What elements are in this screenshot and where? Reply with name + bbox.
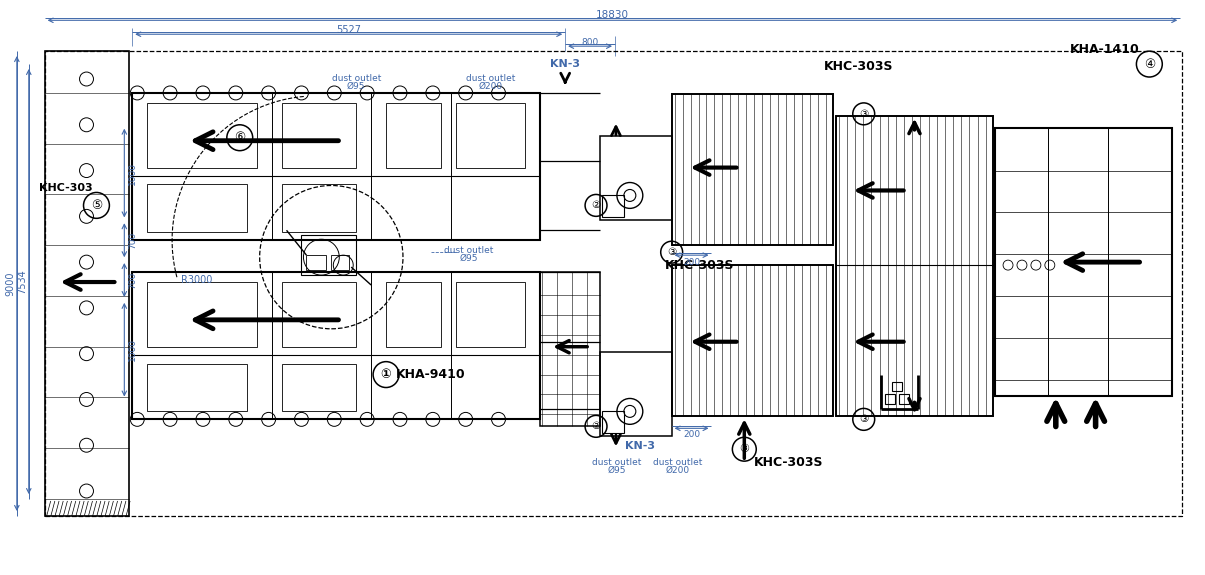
Bar — [133, 272, 540, 419]
Bar — [455, 103, 525, 167]
Text: ⑥: ⑥ — [234, 131, 246, 144]
Text: 700: 700 — [128, 232, 137, 249]
Bar — [147, 103, 257, 167]
Bar — [386, 282, 441, 347]
Text: 9000: 9000 — [5, 271, 14, 296]
Text: dust outlet: dust outlet — [466, 74, 516, 83]
Text: KHC-303S: KHC-303S — [665, 259, 734, 271]
Bar — [301, 235, 357, 275]
Text: dust outlet: dust outlet — [592, 458, 641, 467]
Text: dust outlet: dust outlet — [331, 74, 381, 83]
Text: KN-3: KN-3 — [551, 59, 580, 69]
Text: 1000: 1000 — [128, 162, 137, 185]
Bar — [147, 282, 257, 347]
Bar — [600, 352, 671, 436]
Bar — [282, 363, 357, 411]
Bar — [600, 136, 671, 220]
Bar — [995, 128, 1172, 397]
Text: KHA-1410: KHA-1410 — [1070, 43, 1140, 56]
Bar — [147, 363, 247, 411]
Text: Ø95: Ø95 — [607, 466, 627, 474]
Bar — [884, 394, 894, 404]
Bar — [602, 411, 624, 434]
Text: dust outlet: dust outlet — [443, 246, 493, 255]
Text: R3000: R3000 — [181, 275, 212, 285]
Bar — [331, 255, 349, 270]
Text: ③: ③ — [859, 415, 869, 424]
Bar — [455, 282, 525, 347]
Text: ⑤: ⑤ — [90, 199, 102, 212]
Text: 200: 200 — [683, 258, 700, 267]
Text: ②: ② — [592, 421, 600, 431]
Text: Ø95: Ø95 — [459, 254, 478, 263]
Text: 200: 200 — [683, 430, 700, 439]
Text: KN-3: KN-3 — [625, 441, 654, 451]
Bar — [899, 394, 909, 404]
Text: 18830: 18830 — [596, 10, 629, 20]
Text: KHC-303S: KHC-303S — [754, 455, 824, 469]
Text: KHC-303S: KHC-303S — [824, 60, 893, 72]
Bar — [45, 51, 129, 516]
Text: KHA-9410: KHA-9410 — [396, 368, 465, 381]
Text: Ø200: Ø200 — [665, 466, 689, 474]
Text: Ø200: Ø200 — [478, 82, 502, 90]
Bar — [45, 51, 1182, 516]
Bar — [540, 272, 600, 426]
Text: dust outlet: dust outlet — [653, 458, 703, 467]
Bar — [282, 103, 357, 167]
Text: ③: ③ — [859, 109, 869, 119]
Text: 7534: 7534 — [17, 269, 27, 294]
Bar — [282, 282, 357, 347]
Text: ③: ③ — [668, 247, 676, 257]
Text: 800: 800 — [582, 38, 599, 47]
Text: KHC-303: KHC-303 — [39, 183, 93, 193]
Bar — [892, 382, 901, 392]
Text: Ø95: Ø95 — [347, 82, 365, 90]
Text: ①: ① — [381, 368, 392, 381]
Bar — [386, 103, 441, 167]
Bar — [133, 93, 540, 240]
Bar — [671, 265, 833, 416]
Text: 5527: 5527 — [336, 25, 362, 35]
Text: ④: ④ — [1144, 58, 1154, 71]
Bar — [282, 185, 357, 232]
Bar — [147, 185, 247, 232]
Bar — [306, 255, 327, 270]
Text: 1000: 1000 — [128, 338, 137, 361]
Text: ③: ③ — [740, 444, 750, 454]
Bar — [671, 94, 833, 245]
Text: 700: 700 — [128, 271, 137, 289]
Bar — [602, 196, 624, 217]
Text: ②: ② — [592, 201, 600, 210]
Bar — [836, 116, 993, 416]
